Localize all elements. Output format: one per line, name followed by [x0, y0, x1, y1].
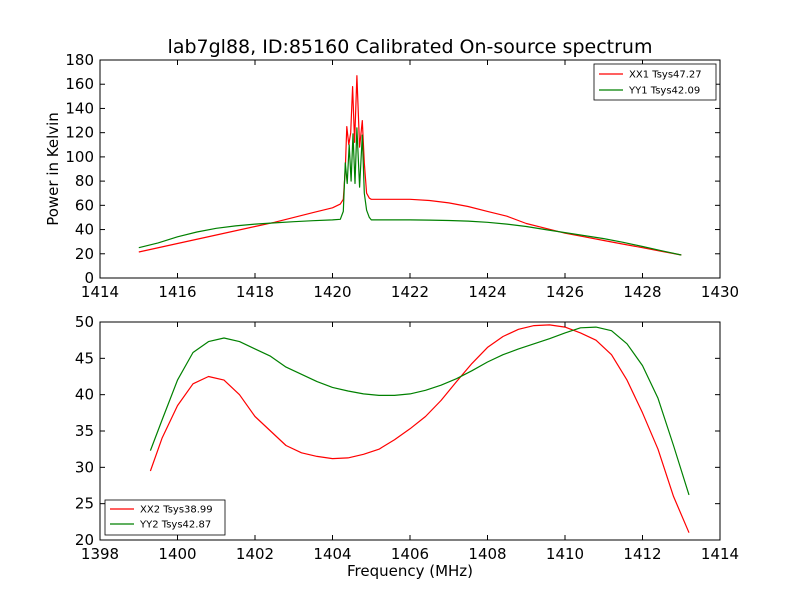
- bottom-xtick-label: 1402: [236, 545, 274, 563]
- top-series-line-1: [138, 127, 682, 256]
- top-ytick-label: 100: [65, 148, 94, 166]
- top-ytick-label: 40: [75, 221, 94, 239]
- bottom-ytick-label: 40: [75, 386, 94, 404]
- top-panel: 1414 1416 1418 1420 1422 1424 1426 1428 1430 0 20 4…: [44, 51, 739, 301]
- bottom-legend-label-xx2: XX2 Tsys38.99: [140, 505, 213, 516]
- top-legend-box: [593, 63, 717, 101]
- bottom-xtick-label: 1404: [313, 545, 351, 563]
- top-ytick-label: 160: [65, 75, 94, 93]
- top-xtick-label: 1416: [158, 283, 196, 301]
- top-series-lines: [138, 75, 682, 256]
- bottom-legend: XX2 Tsys38.99 YY2 Tsys42.87: [104, 499, 226, 536]
- top-ytick-label: 120: [65, 124, 94, 142]
- top-legend-label-yy1: YY1 Tsys42.09: [628, 86, 700, 97]
- bottom-series-lines: [149, 324, 690, 533]
- bottom-xtick-label: 1408: [468, 545, 506, 563]
- top-xtick-label: 1422: [391, 283, 429, 301]
- bottom-ytick-label: 25: [75, 495, 94, 513]
- bottom-ytick-label: 20: [75, 531, 94, 549]
- top-xtick-label: 1426: [546, 283, 584, 301]
- top-xtick-label: 1414: [81, 283, 119, 301]
- top-xtick-label: 1418: [236, 283, 274, 301]
- top-legend: XX1 Tsys47.27 YY1 Tsys42.09: [593, 63, 717, 101]
- bottom-xtick-label: 1412: [623, 545, 661, 563]
- bottom-series-line-0: [149, 324, 690, 533]
- bottom-series-line-1: [149, 326, 690, 496]
- top-ytick-label: 140: [65, 99, 94, 117]
- bottom-legend-box: [104, 499, 226, 536]
- bottom-xlabel: Frequency (MHz): [347, 562, 473, 580]
- top-ytick-label: 20: [75, 245, 94, 263]
- bottom-ticks: 1398 1400 1402 1404 1406 1408 1410 1412 1414 20 25…: [75, 313, 739, 563]
- bottom-ytick-label: 45: [75, 349, 94, 367]
- bottom-xtick-label: 1406: [391, 545, 429, 563]
- bottom-ytick-label: 50: [75, 313, 94, 331]
- top-xtick-label: 1420: [313, 283, 351, 301]
- top-ytick-label: 80: [75, 172, 94, 190]
- bottom-panel: 1398 1400 1402 1404 1406 1408 1410 1412 1414 20 25…: [75, 313, 739, 580]
- bottom-xtick-label: 1410: [546, 545, 584, 563]
- top-xtick-label: 1428: [623, 283, 661, 301]
- top-xtick-label: 1424: [468, 283, 506, 301]
- top-ylabel: Power in Kelvin: [44, 112, 62, 226]
- top-ytick-label: 60: [75, 196, 94, 214]
- bottom-ytick-label: 30: [75, 458, 94, 476]
- top-ticks: 1414 1416 1418 1420 1422 1424 1426 1428 1430 0 20 4…: [65, 51, 739, 301]
- bottom-xtick-label: 1400: [158, 545, 196, 563]
- bottom-xtick-label: 1414: [701, 545, 739, 563]
- chart-title: lab7gl88, ID:85160 Calibrated On-source …: [168, 36, 653, 58]
- top-ytick-label: 0: [84, 269, 94, 287]
- top-xtick-label: 1430: [701, 283, 739, 301]
- bottom-ytick-label: 35: [75, 422, 94, 440]
- top-legend-label-xx1: XX1 Tsys47.27: [629, 70, 702, 81]
- top-ytick-label: 180: [65, 51, 94, 69]
- bottom-xtick-label: 1398: [81, 545, 119, 563]
- bottom-legend-label-yy2: YY2 Tsys42.87: [139, 520, 211, 531]
